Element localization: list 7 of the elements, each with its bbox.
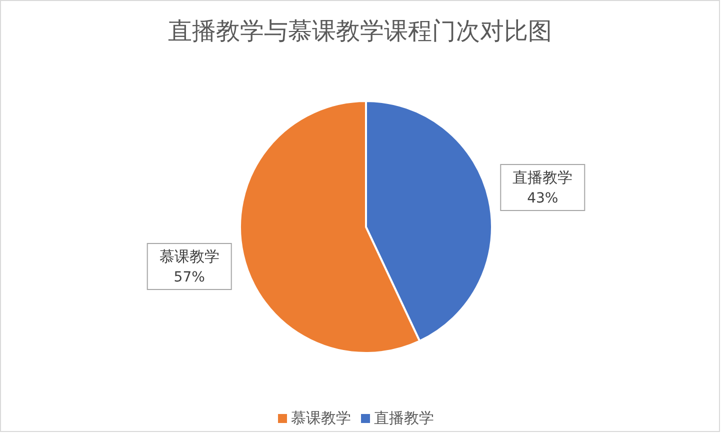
legend-label: 直播教学	[374, 409, 434, 427]
data-label: 43%	[527, 190, 558, 207]
legend-label: 慕课教学	[291, 409, 351, 427]
chart-title: 直播教学与慕课教学课程门次对比图	[167, 16, 553, 47]
slice-label: 直播教学	[512, 168, 573, 187]
data-label: 57%	[174, 269, 205, 286]
slice-label: 慕课教学	[159, 247, 220, 266]
